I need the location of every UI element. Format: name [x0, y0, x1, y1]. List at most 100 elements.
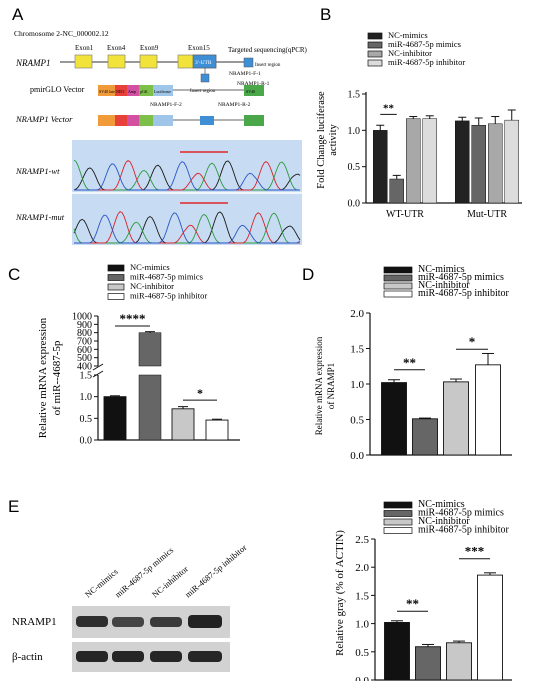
vector-element-luciferase [153, 85, 173, 96]
vector-label-amp: Amp [128, 89, 136, 94]
chart-d: 0.00.51.01.52.0*** [350, 308, 512, 462]
bar [389, 178, 404, 204]
y-tick-label: 1.0 [348, 126, 361, 137]
exon-label-1: Exon1 [75, 44, 94, 52]
exon-box [74, 54, 93, 69]
significance-label: * [197, 386, 203, 400]
vector-element-amp [127, 85, 139, 96]
exon-box [107, 54, 126, 69]
y-tick-label: 2.0 [350, 308, 364, 320]
y-tick-label: 0.0 [348, 199, 361, 210]
bar [488, 123, 503, 204]
legend-swatch [383, 274, 413, 282]
legend-swatch [383, 510, 413, 517]
legend-label: miR-4687-5p mimics [418, 508, 504, 519]
vector-element-luciferase [153, 115, 173, 126]
blot-band [150, 617, 182, 627]
y-tick-label: 1.5 [350, 344, 364, 356]
vector-element-pgk [139, 85, 153, 96]
y-tick-label: 1.0 [350, 379, 364, 391]
y-tick-label: 400 [77, 362, 92, 373]
nramp1-vector-label: NRAMP1 Vector [15, 114, 73, 124]
legend-swatch [367, 32, 383, 40]
panel-a-letter: A [12, 5, 24, 24]
significance-label: ** [383, 102, 395, 114]
legend-label: NC-mimics [388, 30, 428, 40]
vector-insert [200, 116, 214, 125]
legend-label: miR-4687-5p inhibitor [388, 57, 465, 67]
y-tick-label: 0.5 [348, 162, 361, 173]
chromatogram-traces [73, 159, 301, 244]
primer-f2-label: NRAMP1-F-2 [150, 102, 182, 108]
panel-c-letter: C [8, 265, 20, 284]
bar [443, 381, 469, 456]
legend-swatch [383, 527, 413, 534]
y-tick-label: 900 [77, 320, 92, 331]
chromatogram-trace-wt [74, 161, 300, 191]
panel-a: A Chromosome 2-NC_000002.12 NRAMP1 Exon1… [12, 5, 308, 245]
primer-f1-label: NRAMP1-F-1 [229, 71, 261, 77]
bar [475, 364, 501, 456]
legend-label: miR-4687-5p inhibitor [418, 525, 510, 536]
bar [373, 130, 388, 204]
y-tick-label: 600 [77, 345, 92, 356]
targeted-sequencing-label: Targeted sequencing(qPCR) [228, 46, 308, 54]
insert-region-label: Insert region [190, 89, 216, 94]
axis-break [92, 370, 104, 378]
chart-e: 0.00.51.01.52.02.5***** [355, 534, 512, 686]
vector-element-sv40 [244, 85, 264, 96]
legend-swatch [383, 290, 413, 298]
vector-element-amp [127, 115, 139, 126]
blot-band [112, 651, 144, 662]
legend-swatch [107, 283, 125, 291]
band-label-actin: β-actin [12, 651, 43, 663]
x-tick-label: WT-UTR [386, 209, 424, 220]
blot-band [188, 651, 222, 662]
y-tick-label: 2.0 [355, 562, 369, 574]
vector-element-sv40late [98, 115, 115, 126]
legend-swatch [367, 41, 383, 49]
legend-label: miR-4687-5p inhibitor [418, 288, 510, 299]
legend-label: NC-inhibitor [418, 516, 470, 527]
chart-b: 0.0 0.5 1.0 1.5 WT-UTR Mut-UTR ** [348, 90, 522, 220]
bar [455, 120, 470, 204]
y-tick-label: 0.0 [350, 450, 364, 462]
bar [384, 622, 410, 681]
vector-label-pgk: pGK [140, 89, 148, 94]
legend-swatch [383, 282, 413, 290]
legend-label: miR-4687-5p mimics [388, 39, 461, 49]
insert-box [200, 73, 210, 83]
bar [406, 118, 421, 204]
legend-label: NC-inhibitor [130, 281, 174, 291]
bar [103, 396, 127, 441]
vector-label-neo: NEO [116, 89, 124, 94]
exon-label-4: Exon15 [188, 44, 210, 52]
x-tick-label: Mut-UTR [467, 209, 507, 220]
y-tick-label: 2.5 [355, 534, 369, 546]
ylabel-d-line2: of NRAMP1 [326, 363, 336, 409]
primer-r2-label: NRAMP1-R-2 [218, 102, 251, 108]
y-tick-label: 700 [77, 337, 92, 348]
bar [471, 124, 486, 204]
mut-label: NRAMP1-mut [15, 212, 65, 222]
legend-label: NC-mimics [418, 264, 465, 275]
legend-swatch [367, 50, 383, 58]
bar [412, 418, 438, 456]
blot-band [76, 616, 108, 627]
legend-label: NC-inhibitor [388, 48, 432, 58]
vector-label-luciferase: Luciferase [154, 89, 171, 94]
primer-r1-label: NRAMP1-R-1 [237, 81, 270, 87]
y-tick-label: 1.5 [348, 90, 361, 101]
exon-label-3: Exon9 [140, 44, 159, 52]
y-tick-label: 1.5 [355, 590, 369, 602]
y-tick-label: 1000 [72, 312, 92, 323]
y-tick-label: 0.5 [80, 414, 93, 425]
legend-label: miR-4687-5p mimics [130, 272, 203, 282]
legend-label: NC-mimics [130, 262, 170, 272]
y-tick-label: 1.5 [80, 371, 93, 382]
vector-label-sv40: SV40 [246, 89, 255, 94]
exon-box [139, 54, 158, 69]
western-blot: NC-mimics miR-4687-5p mimics NC-inhibito… [12, 542, 249, 672]
lane-label-4: miR-4687-5p inhibitor [183, 542, 249, 599]
